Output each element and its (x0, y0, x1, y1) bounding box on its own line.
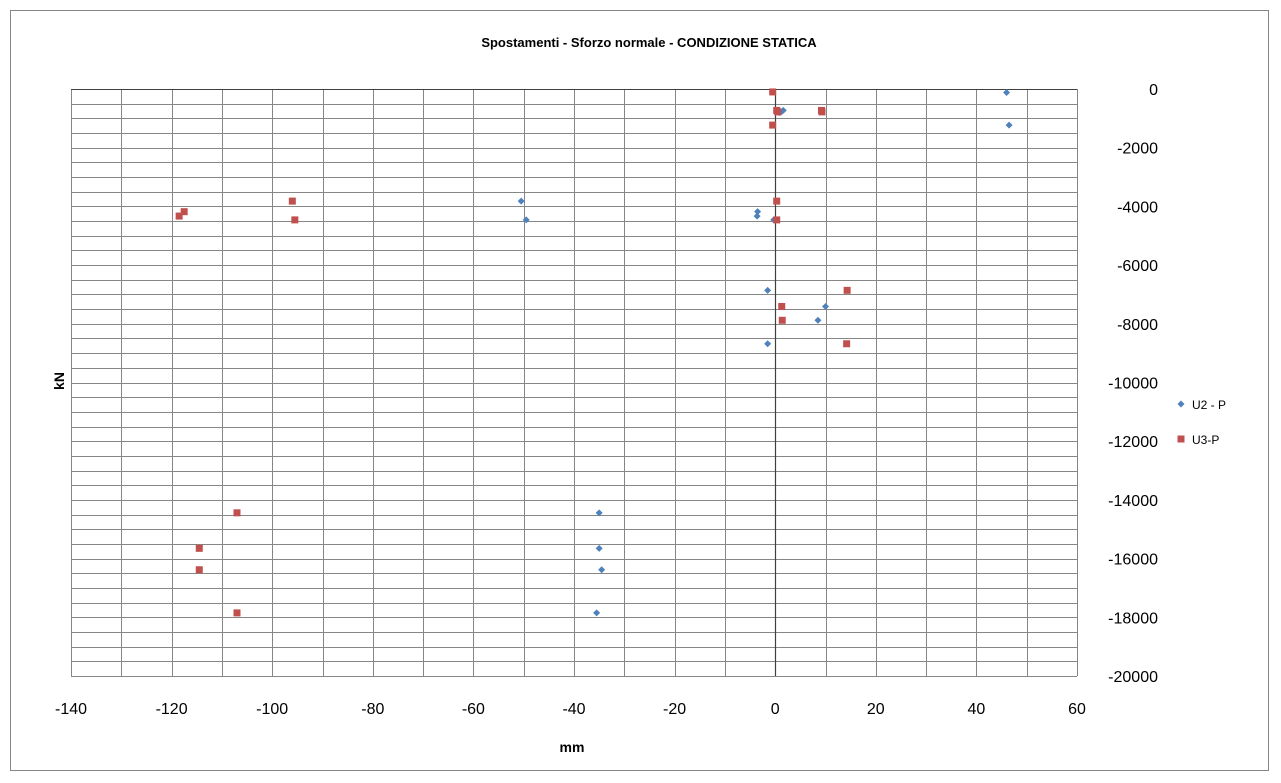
u3-p-point (288, 197, 296, 205)
u3-p-point (769, 121, 777, 129)
u3-p-point (291, 216, 299, 224)
y-tick-label: -4000 (1117, 199, 1158, 216)
u3-p-point (195, 566, 203, 574)
x-axis-label: mm (560, 739, 585, 755)
x-tick-label: -20 (663, 701, 686, 718)
u3-p-point (773, 197, 781, 205)
x-tick-label: 20 (867, 701, 885, 718)
u3-p-point (769, 88, 777, 96)
u2-p-point (764, 286, 772, 294)
u3-p-point (818, 108, 826, 116)
gridlines (71, 89, 1078, 677)
x-tick-labels: -140 -120 -100 -80 -60 -40 -20 0 20 40 60 (55, 701, 1086, 718)
x-tick-label: 60 (1068, 701, 1086, 718)
u3-p-point (180, 208, 188, 216)
x-tick-label: -60 (462, 701, 485, 718)
y-tick-label: 0 (1149, 82, 1158, 99)
u2-p-point (1005, 121, 1013, 129)
x-tick-label: -140 (55, 701, 87, 718)
axes (71, 89, 1077, 676)
u3-p-point (233, 509, 241, 517)
u3-p-point (843, 286, 851, 294)
legend: U2 - P U3-P (1177, 398, 1226, 447)
x-tick-label: 0 (771, 701, 780, 718)
u3-p-point (843, 340, 851, 348)
y-tick-label: -8000 (1117, 317, 1158, 334)
y-axis-label: kN (51, 372, 67, 390)
u2-p-point (517, 197, 525, 205)
y-tick-label: -10000 (1108, 376, 1158, 393)
x-tick-label: 40 (968, 701, 986, 718)
legend-marker-u2-p (1177, 400, 1185, 408)
u2-p-point (595, 544, 603, 552)
chart-frame (10, 10, 1269, 771)
x-tick-label: -100 (256, 701, 288, 718)
u2-p-point (598, 566, 606, 574)
data-points (175, 88, 1013, 617)
u2-p-point (1003, 89, 1011, 97)
u3-p-point (774, 108, 782, 116)
y-tick-label: -6000 (1117, 258, 1158, 275)
x-tick-label: -80 (361, 701, 384, 718)
u3-p-point (778, 302, 786, 310)
legend-label: U2 - P (1192, 398, 1226, 412)
y-tick-label: -12000 (1108, 434, 1158, 451)
u3-p-point (175, 212, 183, 220)
legend-label: U3-P (1192, 433, 1219, 447)
y-tick-label: -20000 (1108, 669, 1158, 686)
legend-marker-u3-p (1177, 435, 1185, 443)
u3-p-point (773, 216, 781, 224)
u3-p-point (195, 544, 203, 552)
u2-p-point (814, 316, 822, 324)
y-tick-label: -2000 (1117, 141, 1158, 158)
u2-p-point (593, 609, 601, 617)
y-tick-label: -16000 (1108, 552, 1158, 569)
y-tick-label: -18000 (1108, 610, 1158, 627)
chart-title: Spostamenti - Sforzo normale - CONDIZION… (481, 35, 817, 50)
u3-p-point (233, 609, 241, 617)
y-tick-labels: 0 -2000 -4000 -6000 -8000 -10000 -12000 -14000 -… (1108, 82, 1158, 686)
y-tick-label: -14000 (1108, 493, 1158, 510)
u2-p-point (764, 340, 772, 348)
x-tick-label: -40 (562, 701, 585, 718)
u2-p-point (522, 216, 530, 224)
u2-p-point (822, 302, 829, 310)
u3-p-point (778, 316, 786, 324)
u2-p-point (754, 208, 762, 216)
x-tick-label: -120 (156, 701, 188, 718)
u2-p-point (595, 509, 603, 517)
u2-p-point (753, 212, 761, 220)
